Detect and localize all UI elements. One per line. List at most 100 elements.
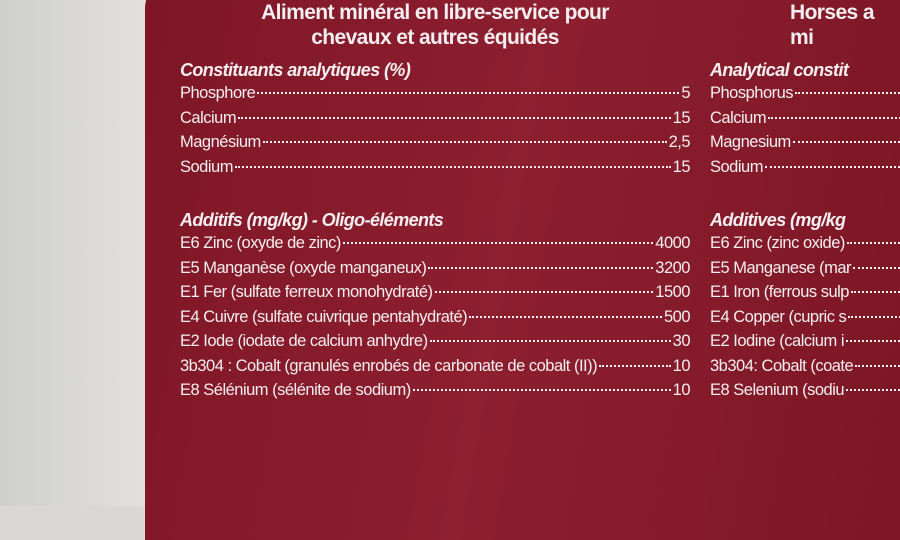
dot-leader — [257, 92, 680, 94]
dot-leader — [428, 266, 654, 269]
nutrient-value: 1500 — [655, 283, 690, 301]
english-column: Horses a mi Analytical constit Phosphorus Ca… — [710, 0, 900, 406]
dot-leader — [850, 291, 900, 293]
nutrient-name: E2 Iodine (calcium i — [710, 332, 844, 350]
title-text: Horses a — [790, 1, 875, 24]
background — [0, 0, 150, 506]
heading-text: Additives (mg/kg — [710, 210, 846, 230]
nutrient-name: E4 Copper (cupric s — [710, 307, 847, 326]
nutrient-row: Calcium 15 — [180, 108, 691, 134]
nutrient-name: E8 Selenium (sodiu — [710, 381, 845, 399]
nutrient-row: E8 Selenium (sodiu — [710, 381, 900, 406]
nutrient-name: Sodium — [180, 157, 233, 176]
section-heading: Additives (mg/kg — [710, 210, 900, 234]
nutrient-name: 3b304: Cobalt (coate — [710, 356, 854, 375]
nutrient-name: E6 Zinc (zinc oxide) — [710, 234, 845, 252]
nutrient-name: Calcium — [710, 108, 767, 127]
dot-leader — [846, 242, 900, 244]
dot-leader — [764, 165, 900, 168]
nutrient-row: Sodium — [710, 158, 900, 183]
nutrient-name: E1 Iron (ferrous sulp — [710, 283, 849, 301]
dot-leader — [845, 340, 900, 342]
dot-leader — [792, 141, 900, 143]
nutrient-row: E1 Iron (ferrous sulp — [710, 283, 900, 308]
nutrient-row: E6 Zinc (oxyde de zinc) 4000 — [180, 234, 690, 259]
heading-text: Constituants analytiques (%) — [180, 60, 411, 80]
nutrient-name: E1 Fer (sulfate ferreux monohydraté) — [180, 283, 433, 301]
nutrient-value: 4000 — [655, 234, 690, 252]
french-column: Aliment minéral en libre-service pour che… — [180, 0, 691, 406]
nutrient-row: E8 Sélénium (sélénite de sodium) 10 — [180, 381, 691, 406]
dot-leader — [846, 389, 900, 391]
heading-text: Analytical constit — [710, 60, 849, 80]
nutrient-row: 3b304 : Cobalt (granulés enrobés de carb… — [180, 356, 691, 382]
nutrient-name: E6 Zinc (oxyde de zinc) — [180, 234, 341, 252]
nutrient-value: 3200 — [655, 258, 690, 277]
nutrient-name: Phosphorus — [710, 84, 794, 102]
nutrient-row: E4 Copper (cupric s — [710, 308, 900, 333]
section-heading: Analytical constit — [710, 60, 900, 84]
nutrient-row: E4 Cuivre (sulfate cuivrique pentahydrat… — [180, 307, 691, 333]
section-heading: Additifs (mg/kg) - Oligo-éléments — [180, 210, 690, 234]
nutrient-row: E6 Zinc (zinc oxide) — [710, 234, 900, 259]
nutrient-value: 10 — [672, 381, 691, 399]
nutrient-row: Phosphorus — [710, 84, 900, 109]
spacer — [710, 182, 900, 200]
nutrient-name: 3b304 : Cobalt (granulés enrobés de carb… — [180, 356, 598, 375]
title-line: Horses a — [710, 0, 900, 25]
dot-leader — [434, 291, 654, 293]
dot-leader — [795, 92, 900, 94]
nutrient-name: Phosphore — [180, 84, 256, 102]
nutrient-name: Calcium — [180, 108, 237, 127]
nutrient-value: 2,5 — [668, 133, 691, 151]
title-text: Aliment minéral en libre-service pour — [261, 1, 609, 24]
dot-leader — [768, 116, 900, 119]
dot-leader — [412, 389, 671, 391]
nutrient-row: Magnésium 2,5 — [180, 133, 691, 158]
nutrient-row: E1 Fer (sulfate ferreux monohydraté) 1500 — [180, 283, 690, 308]
nutrient-value: 15 — [672, 157, 691, 176]
label-panel: Aliment minéral en libre-service pour che… — [145, 0, 900, 540]
nutrient-name: Magnésium — [180, 133, 261, 151]
nutrient-value: 10 — [672, 356, 691, 375]
nutrient-name: E8 Sélénium (sélénite de sodium) — [180, 381, 411, 399]
nutrient-value: 30 — [672, 332, 691, 350]
nutrient-value: 5 — [681, 84, 690, 102]
dot-leader — [599, 364, 671, 367]
title-line: mi — [710, 25, 900, 50]
nutrient-name: Sodium — [710, 157, 763, 176]
nutrient-row: Calcium — [710, 109, 900, 134]
dot-leader — [262, 141, 667, 143]
nutrient-row: E2 Iode (iodate de calcium anhydre) 30 — [180, 332, 691, 357]
nutrient-name: E5 Manganese (mar — [710, 258, 852, 277]
nutrient-row: Phosphore 5 — [180, 84, 690, 109]
nutrient-row: E5 Manganèse (oxyde manganeux) 3200 — [180, 259, 690, 284]
dot-leader — [855, 364, 900, 367]
heading-text: Additifs (mg/kg) - Oligo-éléments — [180, 210, 444, 230]
dot-leader — [238, 116, 671, 119]
title-line: Aliment minéral en libre-service pour — [180, 0, 690, 25]
dot-leader — [234, 165, 671, 168]
title-text: chevaux et autres équidés — [311, 26, 559, 49]
spacer — [180, 182, 690, 200]
nutrient-row: E2 Iodine (calcium i — [710, 332, 900, 357]
dot-leader — [342, 242, 654, 244]
nutrient-row: Magnesium — [710, 133, 900, 158]
dot-leader — [429, 340, 671, 342]
nutrient-row: 3b304: Cobalt (coate — [710, 357, 900, 382]
nutrient-value: 15 — [672, 108, 691, 127]
title-text: mi — [790, 26, 814, 49]
dot-leader — [469, 315, 662, 318]
nutrient-name: E2 Iode (iodate de calcium anhydre) — [180, 332, 428, 350]
title-line: chevaux et autres équidés — [180, 25, 690, 50]
nutrient-name: E5 Manganèse (oxyde manganeux) — [180, 258, 427, 277]
nutrient-name: E4 Cuivre (sulfate cuivrique pentahydrat… — [180, 307, 468, 326]
nutrient-value: 500 — [663, 307, 691, 326]
nutrient-row: E5 Manganese (mar — [710, 259, 900, 284]
dot-leader — [848, 315, 900, 318]
dot-leader — [853, 266, 900, 269]
nutrient-name: Magnesium — [710, 133, 791, 151]
section-heading: Constituants analytiques (%) — [180, 60, 690, 84]
